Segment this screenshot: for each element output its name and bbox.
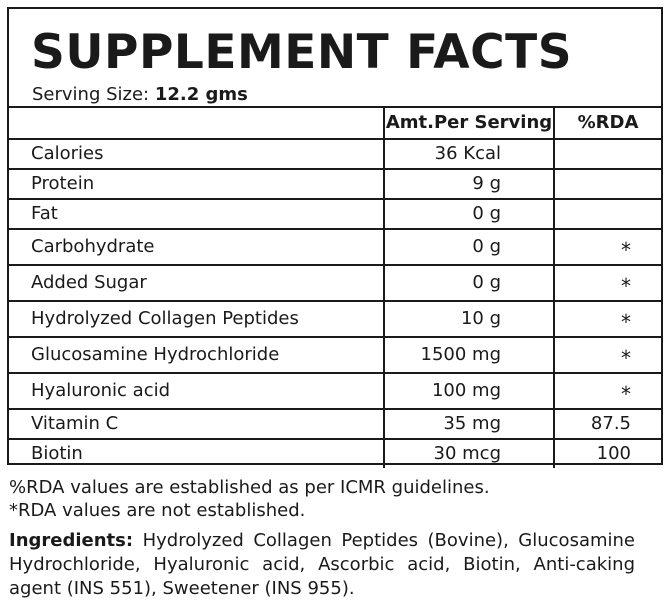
nutrient-name: Calories bbox=[9, 138, 385, 170]
rda-note-not-established: *RDA values are not established. bbox=[9, 500, 306, 521]
nutrient-name: Carbohydrate bbox=[9, 228, 385, 266]
nutrient-rda: 87.5 bbox=[553, 408, 661, 440]
serving-size: Serving Size: 12.2 gms bbox=[32, 83, 248, 107]
nutrient-rda: 100 bbox=[553, 438, 661, 468]
header-rda: %RDA bbox=[553, 106, 661, 140]
nutrient-amount: 35 mg bbox=[383, 408, 555, 440]
header-amount: Amt.Per Serving bbox=[383, 106, 555, 140]
nutrient-name: Glucosamine Hydrochloride bbox=[9, 336, 385, 374]
nutrient-rda bbox=[553, 198, 661, 230]
table-row: Carbohydrate 0 g * bbox=[9, 228, 661, 266]
panel-title: SUPPLEMENT FACTS bbox=[31, 25, 573, 80]
nutrient-name: Fat bbox=[9, 198, 385, 230]
table-row: Hyaluronic acid 100 mg * bbox=[9, 372, 661, 410]
supplement-facts-panel: SUPPLEMENT FACTS Serving Size: 12.2 gms … bbox=[7, 7, 663, 468]
serving-size-label: Serving Size: bbox=[32, 84, 150, 105]
nutrient-name: Added Sugar bbox=[9, 264, 385, 302]
nutrient-amount: 100 mg bbox=[383, 372, 555, 410]
table-row: Added Sugar 0 g * bbox=[9, 264, 661, 302]
table-row: Glucosamine Hydrochloride 1500 mg * bbox=[9, 336, 661, 374]
ingredients-text: Hydrolyzed Collagen Peptides (Bovine), G… bbox=[9, 530, 635, 599]
nutrient-amount: 1500 mg bbox=[383, 336, 555, 374]
table-row: Calories 36 Kcal bbox=[9, 138, 661, 170]
nutrient-name: Hydrolyzed Collagen Peptides bbox=[9, 300, 385, 338]
header-nutrient bbox=[9, 106, 385, 140]
table-row: Protein 9 g bbox=[9, 168, 661, 200]
rda-note-established: %RDA values are established as per ICMR … bbox=[9, 477, 490, 498]
table-row: Vitamin C 35 mg 87.5 bbox=[9, 408, 661, 440]
nutrient-rda: * bbox=[553, 228, 661, 266]
nutrient-amount: 30 mcg bbox=[383, 438, 555, 468]
serving-size-value: 12.2 gms bbox=[154, 84, 248, 105]
table-row: Fat 0 g bbox=[9, 198, 661, 230]
nutrient-name: Protein bbox=[9, 168, 385, 200]
table-row: Hydrolyzed Collagen Peptides 10 g * bbox=[9, 300, 661, 338]
nutrient-rda bbox=[553, 168, 661, 200]
nutrient-amount: 9 g bbox=[383, 168, 555, 200]
nutrient-name: Hyaluronic acid bbox=[9, 372, 385, 410]
nutrient-amount: 10 g bbox=[383, 300, 555, 338]
nutrient-rda: * bbox=[553, 264, 661, 302]
nutrient-name: Biotin bbox=[9, 438, 385, 468]
nutrient-rda bbox=[553, 138, 661, 170]
ingredients-section: Ingredients: Hydrolyzed Collagen Peptide… bbox=[9, 529, 635, 601]
nutrient-rda: * bbox=[553, 336, 661, 374]
nutrient-rda: * bbox=[553, 372, 661, 410]
table-row: Biotin 30 mcg 100 bbox=[9, 438, 661, 468]
nutrition-table: Amt.Per Serving %RDA Calories 36 Kcal Pr… bbox=[9, 106, 661, 468]
rda-notes: %RDA values are established as per ICMR … bbox=[9, 476, 659, 522]
nutrient-name: Vitamin C bbox=[9, 408, 385, 440]
nutrient-amount: 36 Kcal bbox=[383, 138, 555, 170]
nutrient-amount: 0 g bbox=[383, 228, 555, 266]
nutrient-rda: * bbox=[553, 300, 661, 338]
nutrient-amount: 0 g bbox=[383, 198, 555, 230]
nutrient-amount: 0 g bbox=[383, 264, 555, 302]
table-header-row: Amt.Per Serving %RDA bbox=[9, 106, 661, 140]
ingredients-label: Ingredients: bbox=[9, 530, 134, 551]
